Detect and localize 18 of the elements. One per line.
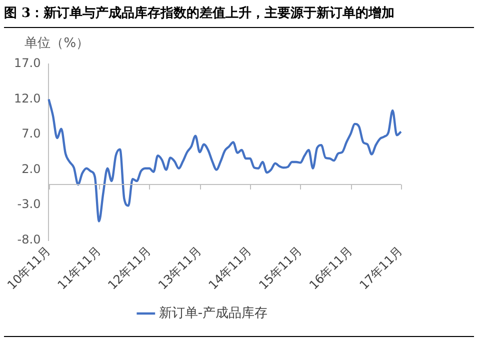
y-tick-label: 12.0 [14, 91, 41, 106]
y-tick-label: -3.0 [17, 197, 41, 212]
y-tick-label: 17.0 [14, 56, 41, 70]
x-tick-label: 12年11月 [105, 244, 154, 292]
x-tick-label: 10年11月 [4, 244, 54, 292]
y-tick-label: 7.0 [22, 126, 41, 141]
y-axis-title: 单位（%） [24, 36, 90, 51]
legend-label: 新订单-产成品库存 [158, 306, 268, 321]
x-tick-label: 16年11月 [306, 244, 356, 292]
line-series [48, 98, 402, 222]
x-tick-label: 14年11月 [206, 244, 254, 292]
x-tick-label: 13年11月 [156, 244, 204, 292]
y-tick-label: 2.0 [22, 162, 41, 176]
x-tick-label: 17年11月 [356, 244, 406, 292]
chart-title: 图 3：新订单与产成品库存指数的差值上升，主要源于新订单的增加 [4, 4, 474, 28]
y-tick-label: -8.0 [17, 232, 41, 246]
x-tick-label: 11年11月 [54, 244, 104, 292]
x-tick-label: 15年11月 [256, 244, 305, 292]
